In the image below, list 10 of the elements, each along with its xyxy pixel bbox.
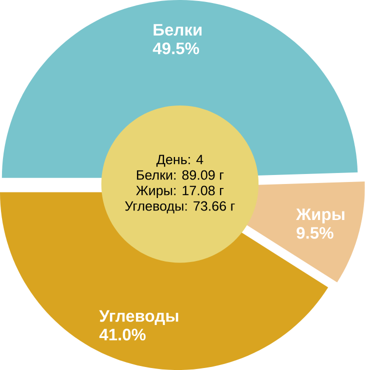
text: День: 4: [156, 154, 204, 167]
slice-label: Жиры: [296, 208, 344, 224]
slice-label: Белки: [154, 24, 202, 36]
data-label: 49.5%: [152, 42, 200, 54]
data-label: 9.5%: [296, 227, 334, 239]
slice-label: Углеводы: [99, 310, 178, 325]
text: Белки: 89.09 г: [137, 170, 224, 180]
text: Углеводы: 73.66 г: [125, 201, 235, 214]
text: Жиры: 17.08 г: [136, 186, 224, 198]
data-label: 41.0%: [99, 328, 146, 340]
